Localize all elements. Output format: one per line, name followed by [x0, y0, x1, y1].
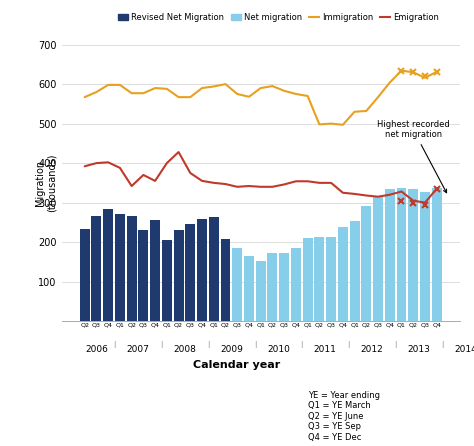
Bar: [385, 189, 395, 321]
Bar: [220, 239, 230, 321]
Bar: [115, 215, 125, 321]
Legend: Revised Net Migration, Net migration, Immigration, Emigration: Revised Net Migration, Net migration, Im…: [118, 13, 439, 22]
Bar: [185, 224, 195, 321]
Text: |: |: [441, 341, 444, 348]
Bar: [91, 216, 101, 321]
Bar: [80, 229, 90, 321]
Bar: [279, 253, 289, 321]
Bar: [127, 216, 137, 321]
Bar: [103, 209, 113, 321]
Text: |: |: [160, 341, 162, 348]
Text: 2012: 2012: [361, 345, 383, 354]
Bar: [350, 221, 360, 321]
Text: |: |: [207, 341, 209, 348]
Bar: [173, 230, 183, 321]
Bar: [267, 253, 277, 321]
Text: |: |: [347, 341, 350, 348]
Text: Highest recorded
net migration: Highest recorded net migration: [377, 120, 450, 193]
Bar: [232, 248, 242, 321]
Bar: [314, 237, 324, 321]
Bar: [432, 188, 442, 321]
Text: 2014: 2014: [455, 345, 474, 354]
Bar: [397, 188, 407, 321]
Bar: [420, 192, 430, 321]
Text: |: |: [113, 341, 115, 348]
Text: Calendar year: Calendar year: [193, 360, 281, 370]
Bar: [138, 230, 148, 321]
Text: 2007: 2007: [126, 345, 149, 354]
Bar: [338, 227, 348, 321]
Text: |: |: [301, 341, 303, 348]
Text: 2013: 2013: [408, 345, 430, 354]
Bar: [326, 237, 336, 321]
Text: 2010: 2010: [267, 345, 290, 354]
Bar: [361, 206, 371, 321]
Bar: [150, 220, 160, 321]
Bar: [244, 256, 254, 321]
Text: |: |: [394, 341, 397, 348]
Bar: [408, 189, 418, 321]
Text: YE = Year ending
Q1 = YE March
Q2 = YE June
Q3 = YE Sep
Q4 = YE Dec: YE = Year ending Q1 = YE March Q2 = YE J…: [308, 391, 380, 442]
Bar: [197, 219, 207, 321]
Bar: [373, 196, 383, 321]
Bar: [255, 260, 266, 321]
Bar: [209, 217, 219, 321]
Text: 2008: 2008: [173, 345, 196, 354]
Text: 2009: 2009: [220, 345, 243, 354]
Bar: [302, 238, 313, 321]
Bar: [162, 240, 172, 321]
Text: |: |: [254, 341, 256, 348]
Text: 2011: 2011: [314, 345, 337, 354]
Y-axis label: Migration
(thousands): Migration (thousands): [36, 153, 57, 212]
Bar: [291, 248, 301, 321]
Text: 2006: 2006: [85, 345, 108, 354]
